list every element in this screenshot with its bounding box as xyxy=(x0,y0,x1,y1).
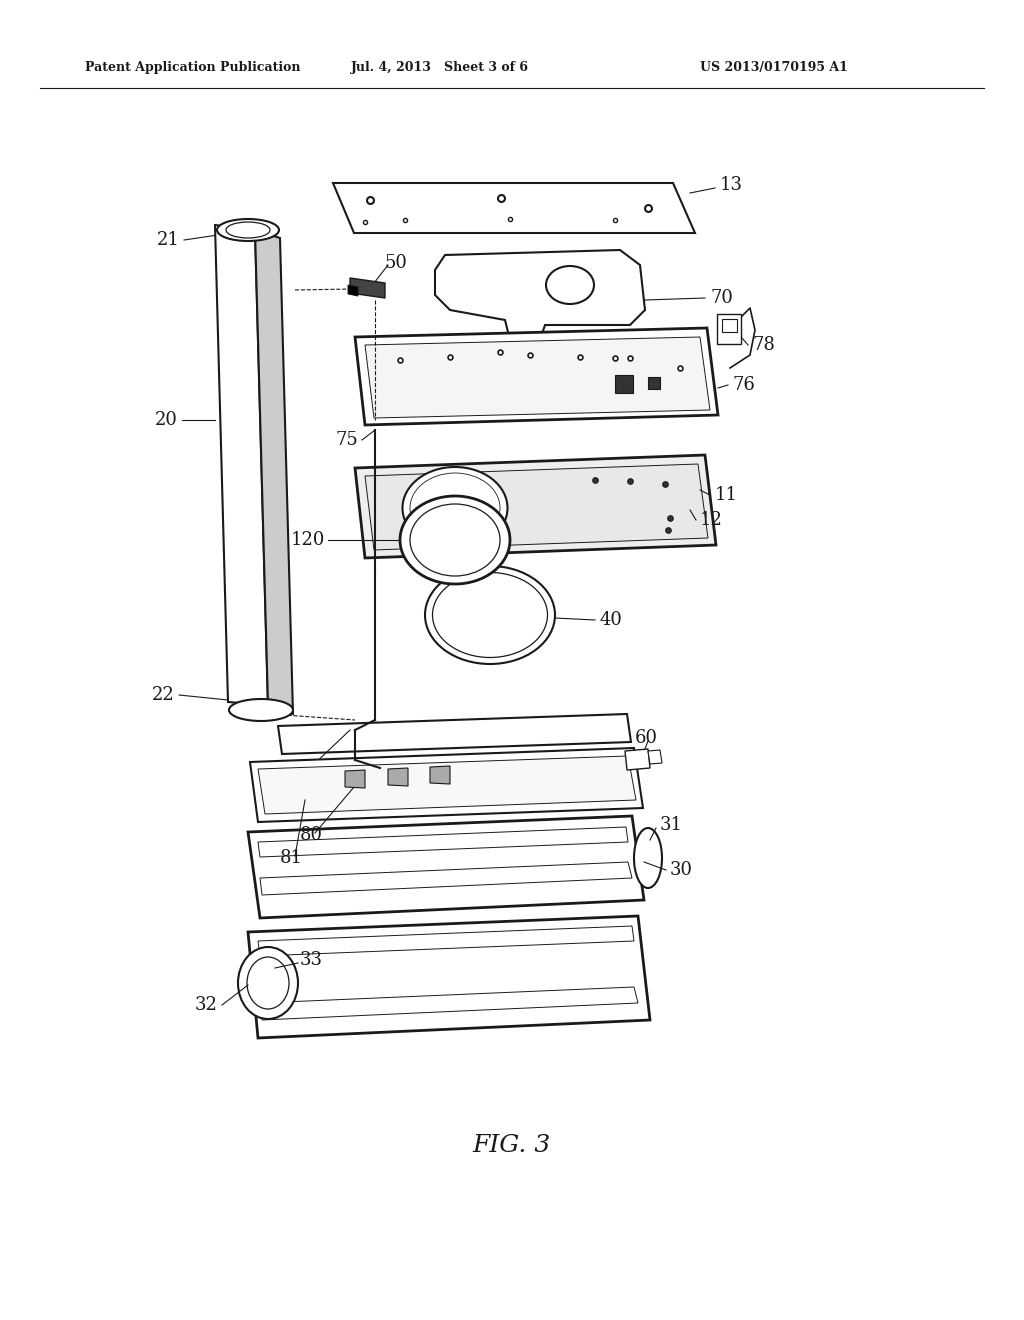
Ellipse shape xyxy=(247,957,289,1008)
Text: 20: 20 xyxy=(155,411,178,429)
Polygon shape xyxy=(345,770,365,788)
Polygon shape xyxy=(248,916,650,1038)
Text: Jul. 4, 2013   Sheet 3 of 6: Jul. 4, 2013 Sheet 3 of 6 xyxy=(351,62,529,74)
Polygon shape xyxy=(348,285,358,296)
Polygon shape xyxy=(355,327,718,425)
Text: 33: 33 xyxy=(300,950,323,969)
Polygon shape xyxy=(255,230,293,714)
Polygon shape xyxy=(435,249,645,345)
Text: 32: 32 xyxy=(196,997,218,1014)
Ellipse shape xyxy=(432,573,548,657)
Text: 12: 12 xyxy=(700,511,723,529)
Polygon shape xyxy=(248,816,644,917)
Ellipse shape xyxy=(410,473,500,543)
Ellipse shape xyxy=(217,219,279,242)
Polygon shape xyxy=(215,224,268,705)
Polygon shape xyxy=(278,714,631,754)
Ellipse shape xyxy=(238,946,298,1019)
Polygon shape xyxy=(258,756,636,814)
Polygon shape xyxy=(258,927,634,956)
Polygon shape xyxy=(333,183,695,234)
Polygon shape xyxy=(625,748,650,770)
Text: 76: 76 xyxy=(732,376,755,393)
Ellipse shape xyxy=(402,467,508,549)
Polygon shape xyxy=(260,862,632,895)
Ellipse shape xyxy=(400,496,510,583)
Bar xyxy=(615,375,633,393)
Text: Patent Application Publication: Patent Application Publication xyxy=(85,62,300,74)
Polygon shape xyxy=(260,987,638,1020)
Polygon shape xyxy=(350,279,385,298)
Polygon shape xyxy=(388,768,408,785)
Ellipse shape xyxy=(634,828,662,888)
FancyBboxPatch shape xyxy=(717,314,741,345)
Bar xyxy=(648,378,660,389)
Text: FIG. 3: FIG. 3 xyxy=(473,1134,551,1156)
Text: 13: 13 xyxy=(720,176,743,194)
Ellipse shape xyxy=(546,267,594,304)
Polygon shape xyxy=(648,750,662,764)
Text: 30: 30 xyxy=(670,861,693,879)
Text: US 2013/0170195 A1: US 2013/0170195 A1 xyxy=(700,62,848,74)
Polygon shape xyxy=(258,828,628,857)
Text: 50: 50 xyxy=(385,253,408,272)
Text: 80: 80 xyxy=(300,826,323,843)
Text: 11: 11 xyxy=(715,486,738,504)
Polygon shape xyxy=(355,455,716,558)
Polygon shape xyxy=(430,766,450,784)
Ellipse shape xyxy=(425,566,555,664)
Text: 40: 40 xyxy=(600,611,623,630)
FancyBboxPatch shape xyxy=(722,318,736,331)
Text: 120: 120 xyxy=(291,531,325,549)
Text: 31: 31 xyxy=(660,816,683,834)
Ellipse shape xyxy=(226,222,270,238)
Text: 90: 90 xyxy=(288,762,311,779)
Text: 60: 60 xyxy=(635,729,658,747)
Text: 22: 22 xyxy=(153,686,175,704)
Text: 70: 70 xyxy=(710,289,733,308)
Polygon shape xyxy=(365,465,708,550)
Ellipse shape xyxy=(410,504,500,576)
Ellipse shape xyxy=(229,700,293,721)
Text: 75: 75 xyxy=(335,432,358,449)
Polygon shape xyxy=(250,748,643,822)
Polygon shape xyxy=(365,337,710,418)
Text: 21: 21 xyxy=(157,231,180,249)
Text: 78: 78 xyxy=(752,337,775,354)
Text: 81: 81 xyxy=(280,849,303,867)
